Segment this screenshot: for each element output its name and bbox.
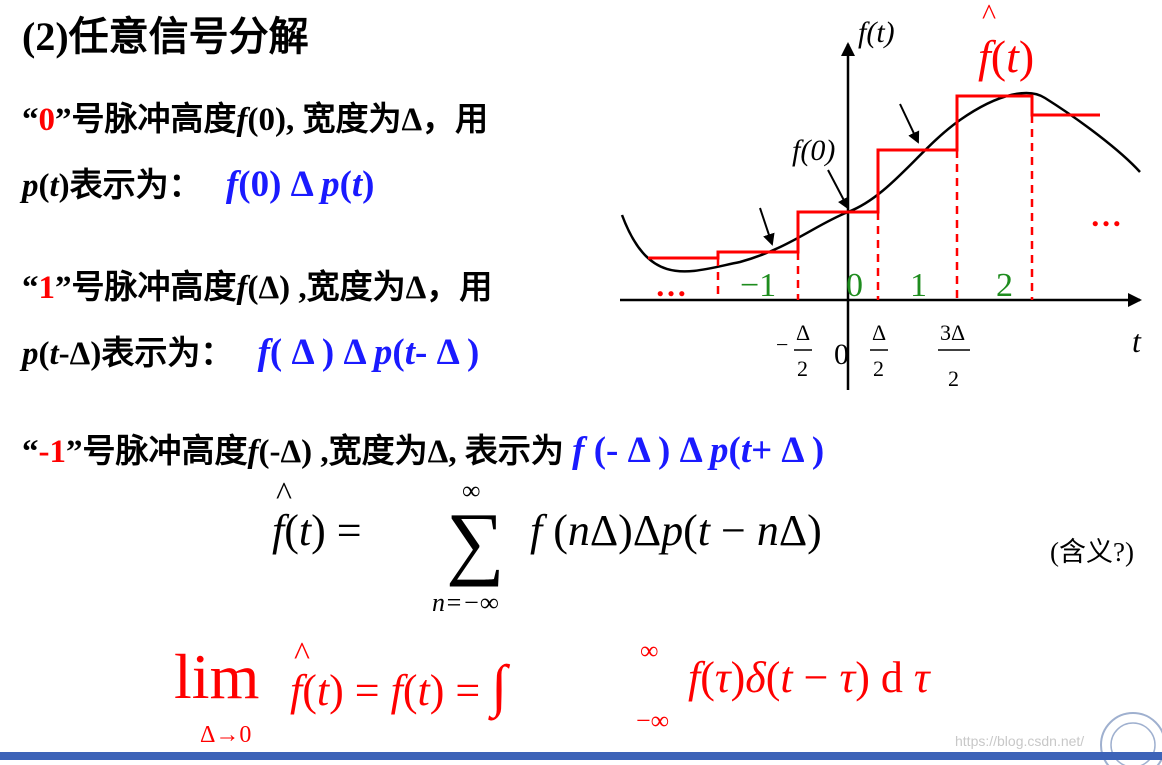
pulse-minus1-formula: f (- Δ ) Δ p(t+ Δ ) — [572, 430, 824, 471]
pulse-label-0: 0 — [846, 267, 863, 304]
original-signal-curve — [620, 91, 1141, 273]
section-title: (2)任意信号分解 — [22, 14, 309, 59]
sum-lower-limit: n=−∞ — [432, 588, 499, 617]
tick-neg-den: 2 — [797, 356, 808, 381]
pulse-boundaries — [716, 115, 1034, 300]
paren: ) — [362, 164, 375, 205]
formula-part: (- Δ ) Δ — [584, 430, 710, 471]
t-symbol: t — [351, 164, 363, 205]
paren: - Δ ) — [415, 332, 480, 373]
paren: ( — [339, 164, 352, 205]
pulse-minus1-description: “-1”号脉冲高度f(-Δ) ,宽度为Δ, 表示为 f (- Δ ) Δ p(t… — [22, 424, 824, 472]
paren: + Δ ) — [751, 430, 825, 471]
t-symbol: t — [49, 336, 59, 372]
sigma-symbol: ∑ — [446, 496, 505, 587]
tick-3half-den: 2 — [948, 366, 959, 391]
expr-text: )表示为： — [58, 168, 202, 204]
pointer-arrow-left — [759, 207, 775, 246]
staircase-approximation-plot: f(t) t f(t) ^ … −1 0 1 2 … f(0) − Δ 2 0 … — [620, 0, 1142, 391]
tick-half-num: Δ — [872, 320, 886, 345]
pulse-0-description: “0”号脉冲高度f(0), 宽度为Δ，用 — [22, 92, 488, 140]
f-symbol: f — [247, 434, 259, 470]
p-symbol: p — [22, 336, 39, 372]
arg-text: (-Δ) , — [258, 434, 329, 470]
pulse-0-formula: f(0) Δ p(t) — [226, 164, 375, 205]
hat-mark: ^ — [982, 0, 996, 31]
pulse-label-1: 1 — [910, 267, 927, 304]
footer-bar — [0, 752, 1162, 760]
f-symbol: f — [236, 270, 248, 306]
lim-symbol: lim — [174, 641, 260, 712]
f-symbol: f — [225, 164, 239, 205]
tick-neg-sign: − — [776, 332, 788, 357]
f-symbol: f — [257, 332, 270, 373]
fhat-symbol: f ^ — [272, 476, 292, 555]
y-axis-label: f(t) — [858, 16, 895, 49]
right-dots: … — [1090, 197, 1122, 233]
limit-formula: f ^ (t) = f(t) = ∫ — [290, 636, 508, 718]
watermark: https://blog.csdn.net/ — [955, 733, 1085, 749]
pulse-label-2: 2 — [996, 267, 1013, 304]
tick-3half-num: 3Δ — [940, 320, 965, 345]
integral-upper: ∞ — [640, 636, 659, 665]
x-tick-labels: − Δ 2 0 Δ 2 3Δ 2 — [776, 320, 970, 391]
pointer-arrow-right — [899, 103, 920, 144]
fhat-label: f(t) — [978, 31, 1034, 82]
quote-open: “ — [22, 270, 39, 306]
quote-open: “ — [22, 102, 39, 138]
arg-text: (Δ) , — [247, 270, 307, 306]
paren: ( — [38, 336, 50, 372]
p-symbol: p — [321, 164, 340, 205]
pulse-0-expression: p(t)表示为： f(0) Δ p(t) — [22, 158, 375, 206]
sum-formula: f ^ (t) = — [272, 476, 362, 555]
tick-half-den: 2 — [873, 356, 884, 381]
lim-subscript: Δ→0 — [200, 722, 252, 748]
pulse-label-minus1: −1 — [740, 267, 776, 304]
tick-neg-num: Δ — [796, 320, 810, 345]
width-text: 宽度为Δ，用 — [294, 102, 489, 138]
pulse-height-text: ”号脉冲高度 — [55, 102, 237, 138]
fhat-symbol: f ^ — [290, 636, 310, 715]
quote-open: “ — [22, 434, 39, 470]
arg-text: (0), — [247, 102, 295, 138]
width-text: 宽度为Δ，用 — [306, 270, 493, 306]
width-text: 宽度为Δ, 表示为 — [328, 434, 573, 470]
p-symbol: p — [373, 332, 393, 373]
pulse-minus1-number: -1 — [38, 434, 67, 470]
tick-origin: 0 — [834, 338, 849, 371]
f-symbol: f — [572, 430, 585, 471]
f0-arrow — [827, 169, 849, 210]
pulse-0-number: 0 — [38, 102, 56, 138]
expr-text: -Δ)表示为： — [58, 336, 234, 372]
meaning-note: (含义?) — [1050, 537, 1134, 567]
university-seal-icon — [1100, 712, 1162, 765]
paren: ( — [728, 430, 741, 471]
left-dots: … — [655, 267, 687, 303]
pulse-1-formula: f( Δ ) Δ p(t- Δ ) — [258, 332, 480, 373]
pulse-1-description: “1”号脉冲高度f(Δ) ,宽度为Δ，用 — [22, 260, 492, 308]
p-symbol: p — [22, 168, 39, 204]
integrand: f(τ)δ(t − τ) d τ — [688, 653, 930, 702]
staircase-approximation — [648, 94, 1100, 260]
t-symbol: t — [740, 430, 752, 471]
t-symbol: t — [404, 332, 415, 373]
sum-body: f (nΔ)Δp(t − nΔ) — [530, 506, 822, 555]
sum-upper-limit: ∞ — [462, 476, 481, 505]
paren: ( — [392, 332, 405, 373]
f-symbol: f — [236, 102, 248, 138]
pulse-height-text: ”号脉冲高度 — [66, 434, 248, 470]
t-symbol: t — [49, 168, 59, 204]
f0-label: f(0) — [792, 134, 835, 167]
x-axis-label: t — [1132, 323, 1142, 359]
formula-part: (0) Δ — [238, 164, 322, 205]
pulse-1-expression: p(t-Δ)表示为： f( Δ ) Δ p(t- Δ ) — [22, 326, 479, 374]
p-symbol: p — [709, 430, 729, 471]
integral-lower: −∞ — [636, 706, 670, 735]
pulse-height-text: ”号脉冲高度 — [55, 270, 237, 306]
formula-part: ( Δ ) Δ — [269, 332, 374, 373]
paren: ( — [38, 168, 50, 204]
pulse-1-number: 1 — [38, 270, 56, 306]
